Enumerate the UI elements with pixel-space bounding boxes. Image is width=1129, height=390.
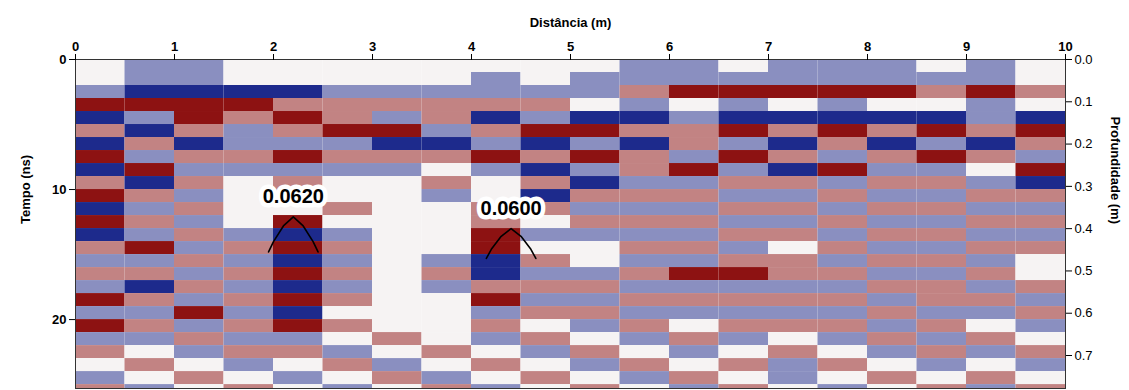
- svg-text:6: 6: [666, 39, 673, 54]
- svg-text:5: 5: [567, 39, 574, 54]
- svg-text:3: 3: [369, 39, 376, 54]
- svg-text:9: 9: [963, 39, 970, 54]
- svg-text:8: 8: [864, 39, 871, 54]
- svg-text:0.2: 0.2: [1075, 136, 1093, 151]
- svg-text:0: 0: [72, 39, 79, 54]
- svg-text:10: 10: [52, 182, 66, 197]
- svg-text:0.1: 0.1: [1075, 94, 1093, 109]
- svg-text:0.6: 0.6: [1075, 305, 1093, 320]
- svg-text:7: 7: [765, 39, 772, 54]
- svg-text:0.4: 0.4: [1075, 221, 1093, 236]
- svg-text:10: 10: [1058, 39, 1072, 54]
- svg-text:0: 0: [59, 52, 66, 67]
- svg-text:0.7: 0.7: [1075, 348, 1093, 363]
- svg-text:2: 2: [270, 39, 277, 54]
- svg-text:Profundidade (m): Profundidade (m): [1108, 116, 1123, 224]
- svg-text:Distância (m): Distância (m): [530, 15, 612, 30]
- svg-text:Tempo (ns): Tempo (ns): [18, 155, 33, 224]
- svg-text:0.0620: 0.0620: [263, 185, 324, 207]
- svg-text:20: 20: [52, 312, 66, 327]
- svg-text:0.0600: 0.0600: [481, 197, 542, 219]
- svg-text:0.3: 0.3: [1075, 179, 1093, 194]
- svg-text:0.5: 0.5: [1075, 263, 1093, 278]
- svg-text:0.0: 0.0: [1075, 52, 1093, 67]
- svg-text:4: 4: [468, 39, 476, 54]
- svg-text:1: 1: [171, 39, 178, 54]
